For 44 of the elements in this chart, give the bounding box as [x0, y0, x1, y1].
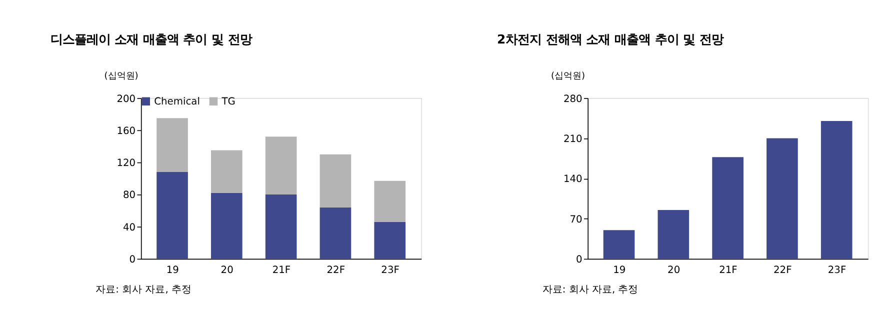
y-tick-label: 120 [116, 158, 136, 170]
x-tick-label: 19 [166, 265, 179, 276]
x-tick-label: 20 [220, 265, 234, 276]
y-tick-label: 200 [116, 94, 136, 105]
x-tick-label: 21F [272, 265, 291, 276]
bar [211, 192, 242, 259]
bar [712, 157, 744, 259]
x-tick-label: 23F [381, 265, 400, 276]
legend-label: Chemical [154, 96, 200, 108]
bar [374, 222, 406, 259]
chart-title: 2차전지 전해액 소재 매출액 추이 및 전망 [497, 32, 724, 47]
x-tick-label: 20 [668, 265, 680, 276]
x-tick-label: 22F [774, 265, 792, 276]
x-tick-label: 22F [326, 265, 346, 276]
x-tick-label: 23F [828, 265, 846, 276]
legend-label: TG [220, 96, 236, 108]
bar [658, 210, 690, 259]
bar [265, 136, 297, 194]
bar [374, 180, 406, 222]
y-tick-label: 140 [563, 174, 582, 186]
bar [156, 118, 188, 172]
bar [766, 138, 798, 259]
x-tick-label: 19 [613, 265, 626, 276]
y-tick-label: 280 [563, 94, 582, 105]
bar [820, 121, 852, 259]
y-tick-label: 160 [116, 126, 136, 137]
text: 자료: 회사 자료, 추정 [96, 284, 192, 296]
bar [603, 230, 635, 259]
y-tick-label: 40 [123, 222, 136, 234]
bar [265, 194, 297, 259]
y-axis-title: (십억원) [551, 72, 586, 82]
bar [320, 207, 352, 259]
text: 자료: 회사 자료, 추정 [542, 284, 638, 296]
y-tick-label: 0 [129, 254, 136, 266]
y-tick-label: 0 [576, 254, 582, 266]
bar [156, 172, 188, 259]
x-tick-label: 21F [719, 265, 738, 276]
y-axis-title: (십억원) [104, 72, 138, 82]
y-tick-label: 80 [123, 190, 136, 202]
chart-title: 디스플레이 소재 매출액 추이 및 전망 [50, 32, 252, 47]
y-tick-label: 70 [570, 214, 582, 226]
bar [320, 154, 352, 208]
y-tick-label: 210 [563, 134, 582, 145]
bar [211, 150, 242, 193]
